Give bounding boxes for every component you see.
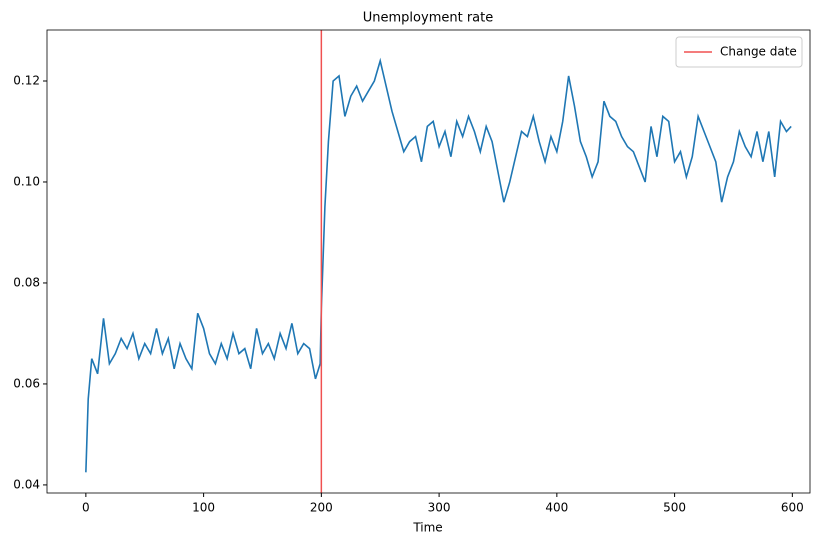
x-tick-label: 0 [82, 501, 90, 515]
legend-label: Change date [720, 45, 797, 59]
line-series [85, 57, 792, 473]
plot-frame [46, 29, 811, 494]
legend-box [675, 36, 803, 68]
y-tick-label: 0.04 [13, 477, 40, 491]
x-tick-label: 200 [310, 501, 333, 515]
y-tick-label: 0.12 [13, 73, 40, 87]
y-tick-label: 0.06 [13, 376, 40, 390]
x-axis-label: Time [412, 521, 442, 535]
x-tick-label: 100 [192, 501, 215, 515]
x-tick-label: 400 [545, 501, 568, 515]
x-tick-label: 500 [663, 501, 686, 515]
chart-title: Unemployment rate [363, 11, 493, 26]
x-tick-label: 300 [428, 501, 451, 515]
y-tick-label: 0.08 [13, 275, 40, 289]
x-tick-label: 600 [781, 501, 804, 515]
y-tick-label: 0.10 [13, 174, 40, 188]
